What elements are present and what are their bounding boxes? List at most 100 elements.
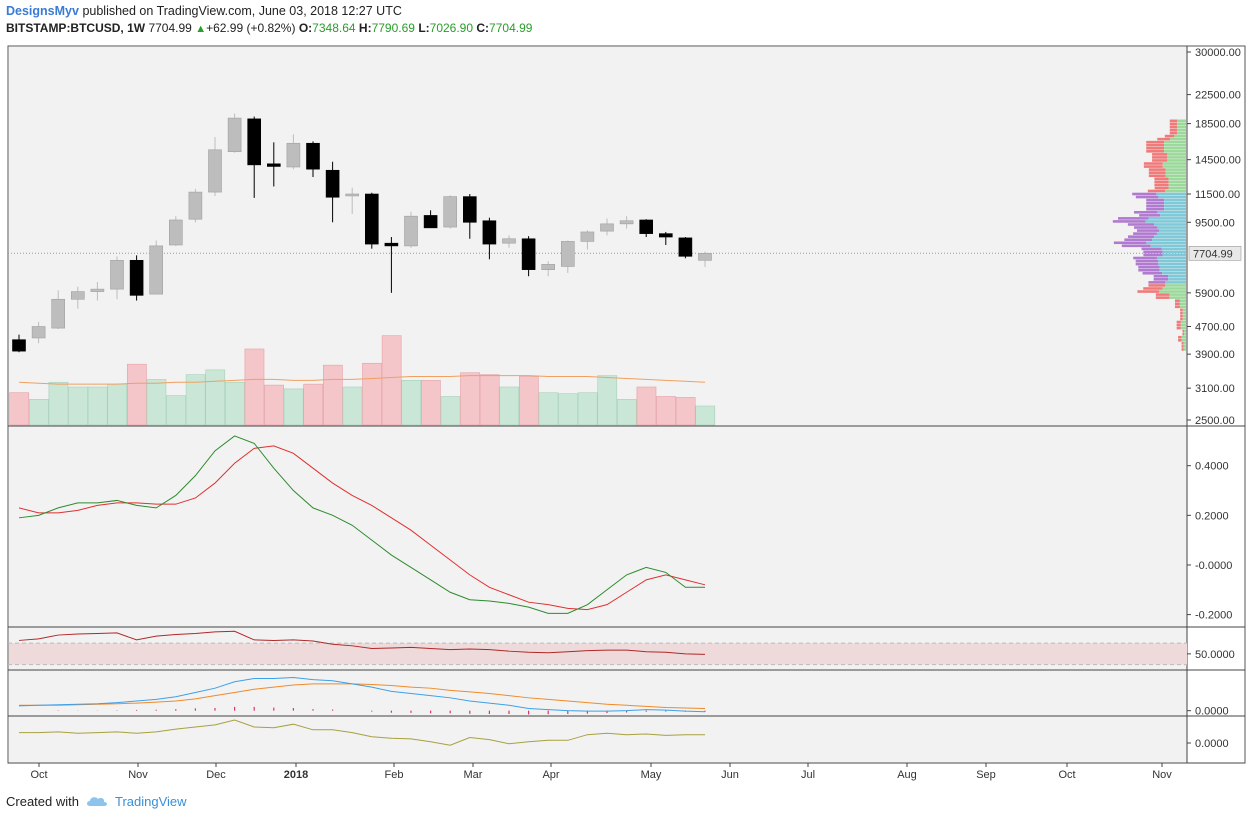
profile-bar-up — [1177, 119, 1186, 123]
candle-body — [129, 259, 144, 296]
profile-bar-down — [1169, 128, 1178, 132]
price-tick-label: 22500.00 — [1195, 90, 1241, 102]
symbol-label[interactable]: BITSTAMP:BTCUSD, 1W — [6, 21, 146, 35]
candle-body — [423, 215, 438, 229]
profile-bar-down — [1181, 342, 1184, 345]
candle-body — [560, 241, 575, 267]
profile-bar-up — [1159, 229, 1186, 232]
osc1-fast-line — [18, 435, 705, 614]
price-tick-label: 18500.00 — [1195, 119, 1241, 131]
profile-bar-up — [1146, 241, 1186, 245]
candle-body — [443, 196, 458, 228]
footer: Created with TradingView — [6, 792, 187, 810]
profile-bar-down — [1180, 311, 1183, 315]
macd-signal-line — [19, 683, 706, 710]
candle-body — [541, 264, 556, 270]
profile-bar-up — [1164, 150, 1186, 153]
volume-bar — [538, 392, 559, 426]
profile-bar-up — [1168, 183, 1186, 187]
profile-bar-up — [1159, 265, 1186, 269]
profile-bar-down — [1180, 308, 1183, 312]
candle-body — [286, 142, 301, 168]
candle-series — [12, 113, 712, 353]
profile-bar-down — [1134, 210, 1158, 214]
volume-bar — [28, 399, 49, 426]
profile-bar-down — [1127, 223, 1155, 226]
profile-bar-up — [1164, 143, 1186, 147]
profile-bar-down — [1153, 278, 1169, 281]
profile-bar-down — [1146, 207, 1165, 211]
profile-bar-up — [1180, 326, 1186, 330]
profile-bar-down — [1143, 165, 1163, 168]
profile-bar-up — [1164, 201, 1186, 205]
volume-bar — [127, 363, 147, 426]
macd-tick-label: 0.0000 — [1195, 706, 1229, 718]
profile-bar-up — [1164, 198, 1186, 202]
candle-body — [482, 220, 497, 245]
profile-bar-down — [1169, 122, 1178, 126]
profile-bar-up — [1154, 235, 1186, 238]
author-name[interactable]: DesignsMyv — [6, 4, 79, 18]
ohlc-line: BITSTAMP:BTCUSD, 1W 7704.99 ▲+62.99 (+0.… — [6, 20, 1246, 37]
profile-bar-up — [1182, 314, 1186, 318]
profile-bar-up — [1169, 296, 1186, 299]
macd-line — [18, 676, 706, 713]
volume-bar — [322, 364, 343, 426]
profile-bar-down — [1174, 302, 1180, 306]
osc3-tick-label: 0.0000 — [1195, 738, 1229, 750]
profile-bar-up — [1158, 259, 1186, 263]
profile-bar-down — [1142, 271, 1163, 275]
price-tick-label: 9500.00 — [1195, 217, 1235, 229]
osc3-line — [19, 719, 705, 746]
profile-bar-up — [1183, 348, 1186, 351]
profile-bar-up — [1161, 247, 1186, 251]
candle-body — [462, 196, 477, 223]
profile-bar-up — [1182, 311, 1186, 315]
volume-bar — [460, 372, 480, 426]
time-tick-label: 2018 — [284, 769, 308, 781]
time-tick-label: Feb — [385, 769, 404, 781]
candle-body — [619, 220, 634, 225]
candle-body — [110, 259, 124, 290]
time-tick-label: Sep — [976, 769, 996, 781]
volume-bar — [695, 405, 716, 426]
candle-body — [658, 233, 673, 238]
volume-bar — [107, 383, 128, 426]
tradingview-link[interactable]: TradingView — [114, 793, 187, 809]
volume-bar — [205, 369, 226, 426]
profile-bar-up — [1158, 195, 1186, 199]
candle-body — [325, 169, 340, 198]
time-tick-label: Aug — [897, 769, 917, 781]
price-tick-label: 3900.00 — [1195, 349, 1235, 361]
profile-bar-down — [1148, 281, 1166, 284]
chart-canvas[interactable]: 30000.00 22500.00 18500.00 14500.00 11500.00… — [0, 40, 1251, 785]
profile-bar-down — [1157, 137, 1171, 141]
profile-bar-up — [1165, 174, 1186, 178]
volume-bar — [146, 379, 167, 426]
profile-bar-down — [1154, 180, 1169, 184]
profile-bar-up — [1170, 137, 1186, 141]
profile-bar-up — [1157, 210, 1186, 214]
profile-bar-down — [1143, 287, 1163, 290]
volume-bar — [87, 386, 108, 426]
profile-bar-down — [1133, 256, 1157, 260]
profile-bar-down — [1152, 159, 1168, 162]
profile-bar-up — [1179, 299, 1186, 302]
osc1-tick-label: 0.4000 — [1195, 461, 1229, 473]
profile-bar-up — [1168, 274, 1186, 278]
profile-bar-down — [1164, 134, 1175, 138]
high-value: 7790.69 — [371, 21, 415, 35]
up-arrow-icon: ▲ — [195, 23, 207, 35]
volume-bar — [479, 374, 500, 426]
volume-series — [9, 335, 716, 426]
profile-bar-up — [1160, 214, 1186, 217]
profile-bar-up — [1177, 125, 1186, 129]
profile-bar-down — [1143, 253, 1163, 257]
candle-body — [266, 163, 281, 167]
candle-body — [306, 142, 320, 170]
profile-bar-up — [1156, 232, 1186, 235]
profile-bar-up — [1162, 165, 1186, 168]
low-label: L: — [418, 21, 430, 35]
profile-bar-up — [1157, 226, 1186, 229]
profile-bar-down — [1174, 299, 1180, 302]
